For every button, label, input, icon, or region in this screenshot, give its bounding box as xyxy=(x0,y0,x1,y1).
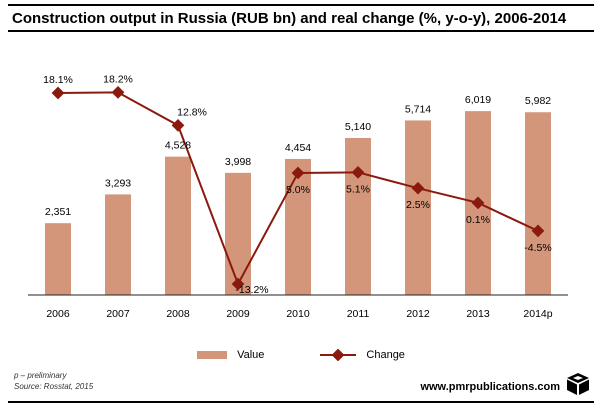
change-point xyxy=(51,86,65,100)
bar-value-label: 4,528 xyxy=(165,140,191,152)
website-link[interactable]: www.pmrpublications.com xyxy=(420,381,560,393)
change-value-label: 18.2% xyxy=(103,73,133,85)
change-value-label: -4.5% xyxy=(524,242,551,254)
change-value-label: 18.1% xyxy=(43,74,73,86)
bar-value-label: 2,351 xyxy=(45,206,71,218)
x-tick-label: 2008 xyxy=(166,308,190,320)
legend-label-change: Change xyxy=(366,349,405,361)
chart-title: Construction output in Russia (RUB bn) a… xyxy=(12,10,567,27)
labels-layer: 2,351 3,293 4,528 3,998 4,454 5,140 5,714 6,019… xyxy=(43,73,553,320)
x-tick-label: 2007 xyxy=(106,308,130,320)
legend: Value Change xyxy=(0,349,602,361)
footnote-preliminary: p – preliminary xyxy=(14,371,67,380)
change-value-label: 0.1% xyxy=(466,214,490,226)
chart-area: 2,351 3,293 4,528 3,998 4,454 5,140 5,714 6,019… xyxy=(28,73,568,320)
legend-item-change: Change xyxy=(320,349,405,361)
x-tick-label: 2013 xyxy=(466,308,490,320)
cube-logo-icon xyxy=(567,373,589,395)
change-point xyxy=(471,196,485,210)
bar-value xyxy=(45,223,71,295)
bar-value-label: 5,714 xyxy=(405,103,431,115)
change-value-label: 5.1% xyxy=(346,183,370,195)
change-point xyxy=(351,165,365,179)
x-tick-label: 2009 xyxy=(226,308,250,320)
bar-value-label: 3,293 xyxy=(105,177,131,189)
change-point xyxy=(411,181,425,195)
legend-item-value: Value xyxy=(197,349,264,361)
legend-swatch-value xyxy=(197,351,228,359)
footer-rule xyxy=(8,401,594,403)
x-tick-label: 2006 xyxy=(46,308,70,320)
bar-value-label: 5,982 xyxy=(525,95,551,107)
legend-swatch-change xyxy=(320,349,357,361)
change-value-label: 12.8% xyxy=(177,106,207,118)
change-value-label: -13.2% xyxy=(235,284,268,296)
bar-value-label: 4,454 xyxy=(285,142,311,154)
x-tick-label: 2011 xyxy=(347,308,370,320)
change-value-label: 5.0% xyxy=(286,184,310,196)
bar-value-label: 5,140 xyxy=(345,121,371,133)
bar-value xyxy=(345,137,371,295)
change-point xyxy=(291,166,305,180)
bar-value xyxy=(105,194,131,295)
change-point xyxy=(171,118,185,132)
bar-value-label: 3,998 xyxy=(225,156,251,168)
footnote-source: Source: Rosstat, 2015 xyxy=(14,382,94,391)
change-point xyxy=(231,277,245,291)
x-tick-label: 2012 xyxy=(406,308,430,320)
title-rule xyxy=(8,4,594,6)
bar-value xyxy=(285,158,311,295)
x-tick-label: 2010 xyxy=(286,308,310,320)
title-underline xyxy=(8,30,594,32)
legend-label-value: Value xyxy=(237,349,265,361)
change-point xyxy=(111,86,125,99)
bar-value xyxy=(525,112,551,295)
bar-value-label: 6,019 xyxy=(465,94,491,106)
bar-value xyxy=(405,120,431,295)
bars-layer xyxy=(45,111,551,295)
x-tick-label: 2014p xyxy=(523,308,552,320)
bar-value xyxy=(165,156,191,295)
change-value-label: 2.5% xyxy=(406,199,430,211)
bar-value xyxy=(225,172,251,295)
